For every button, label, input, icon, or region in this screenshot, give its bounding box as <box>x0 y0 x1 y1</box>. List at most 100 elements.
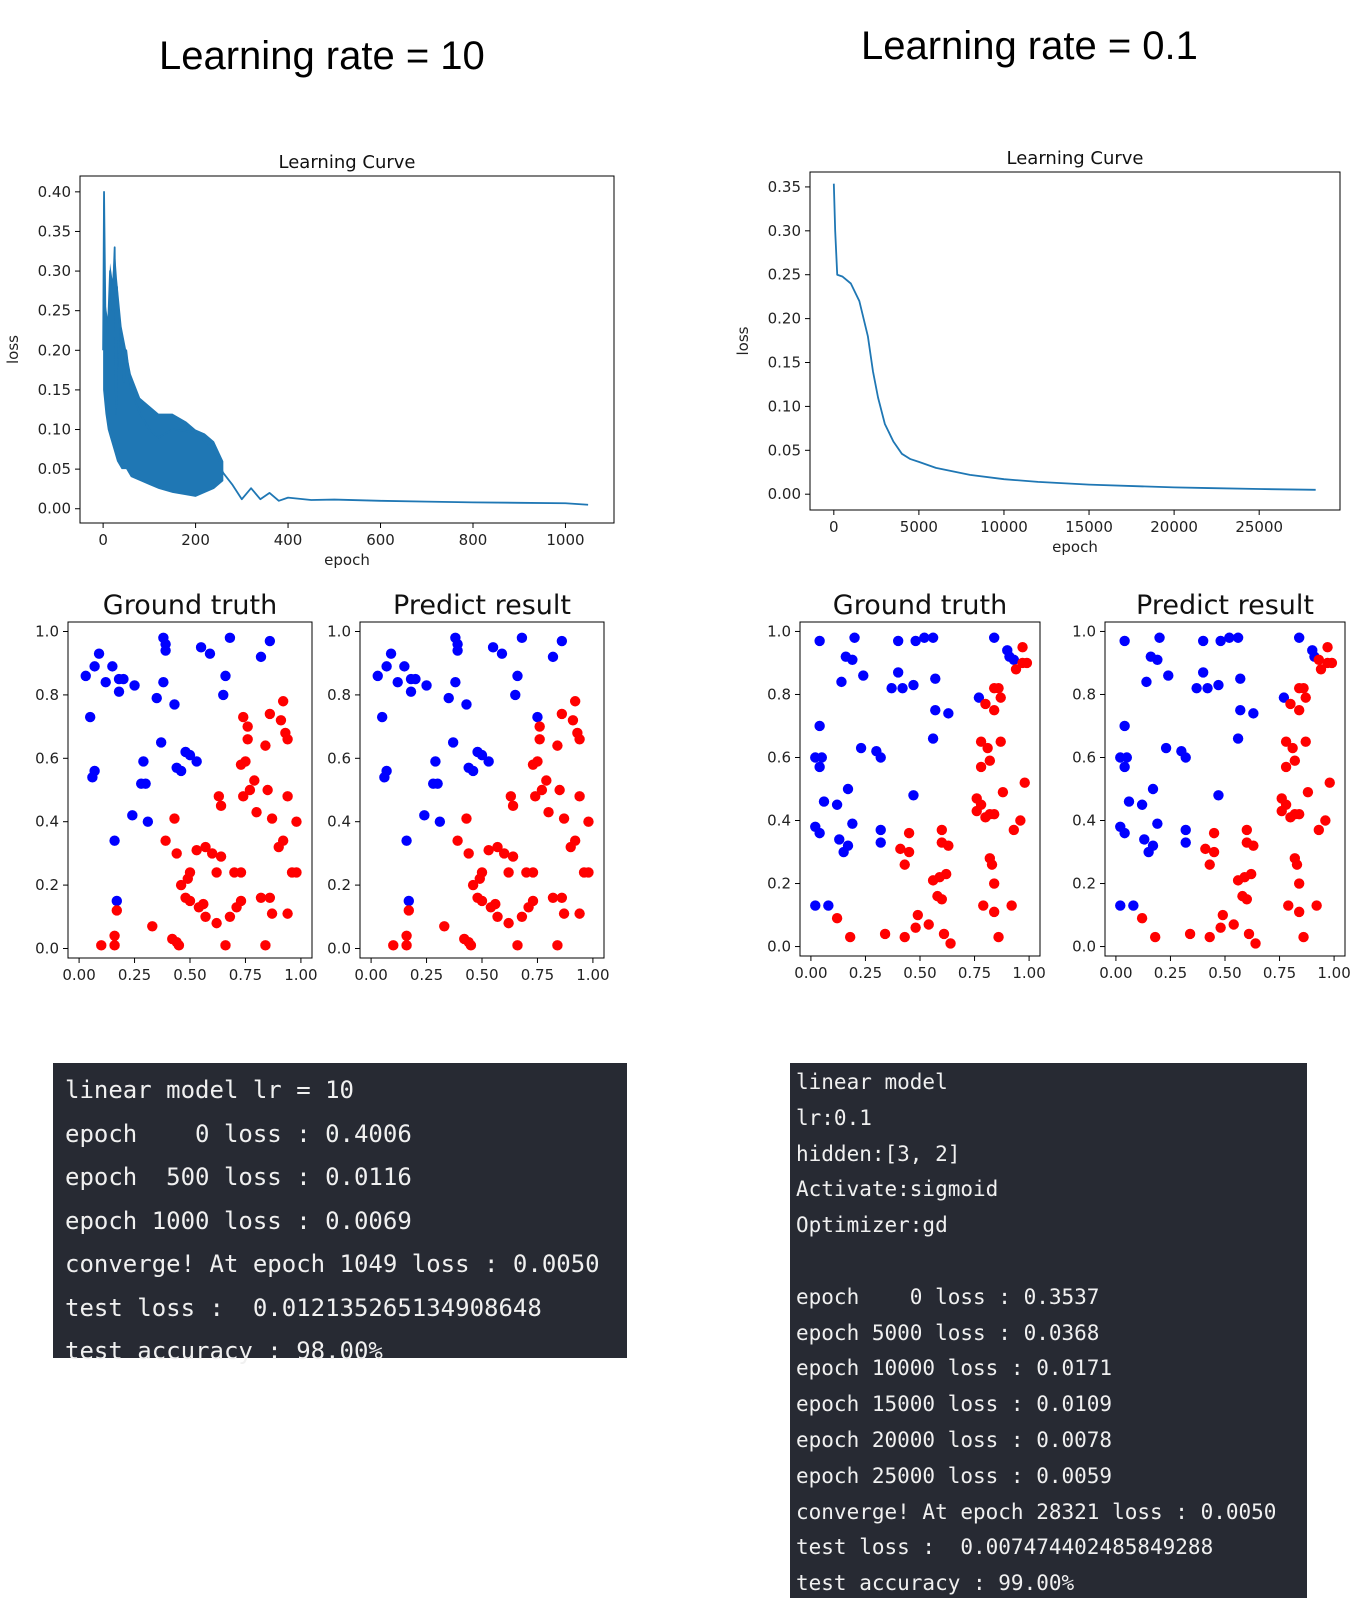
data-point-red <box>1289 755 1301 766</box>
y-tick-label: 1.0 <box>767 622 791 640</box>
data-point-red <box>534 721 545 732</box>
y-tick-label: 0.35 <box>768 178 801 196</box>
data-point-blue <box>1128 900 1139 911</box>
plot-frame <box>359 621 605 959</box>
data-point-blue <box>1143 846 1154 858</box>
data-point-blue <box>892 635 904 647</box>
data-point-red <box>938 928 950 940</box>
data-point-blue <box>1121 752 1133 763</box>
y-tick-label: 0.00 <box>768 485 801 503</box>
data-point-blue <box>1152 818 1163 829</box>
data-point-red <box>516 911 528 922</box>
plot-frame <box>67 621 313 959</box>
data-point-blue <box>107 661 118 672</box>
data-point-blue <box>372 670 383 682</box>
data-point-blue <box>875 837 886 848</box>
data-point-blue <box>140 778 151 789</box>
data-point-red <box>936 824 948 836</box>
data-point-blue <box>111 895 123 907</box>
data-point-red <box>986 859 998 870</box>
data-point-red <box>988 809 1000 820</box>
data-point-red <box>554 784 565 796</box>
data-point-blue <box>220 670 231 682</box>
y-tick-label: 0.8 <box>767 685 791 703</box>
data-point-blue <box>264 635 276 647</box>
data-point-blue <box>1180 837 1191 848</box>
data-point-blue <box>1163 670 1174 681</box>
data-point-blue <box>191 756 202 767</box>
data-point-blue <box>443 692 454 704</box>
data-point-red <box>1208 827 1220 839</box>
data-point-red <box>912 909 924 921</box>
data-point-red <box>147 921 158 932</box>
data-point-blue <box>834 834 845 845</box>
data-point-blue <box>385 648 397 659</box>
data-point-red <box>910 922 921 933</box>
data-point-red <box>899 859 910 870</box>
data-point-red <box>1320 815 1331 826</box>
x-tick-label: 0.75 <box>521 966 554 984</box>
data-point-blue <box>1119 720 1130 732</box>
y-tick-label: 1.0 <box>327 623 351 641</box>
data-point-blue <box>118 673 129 685</box>
y-tick-label: 0.6 <box>1072 748 1096 766</box>
y-tick-label: 0.8 <box>327 686 351 704</box>
data-point-blue <box>842 783 854 795</box>
data-point-red <box>993 931 1004 943</box>
terminal-line: Optimizer:gd <box>796 1213 948 1238</box>
data-point-blue <box>1232 632 1244 643</box>
data-point-red <box>503 867 514 878</box>
data-point-red <box>903 827 915 839</box>
data-point-red <box>1228 919 1239 930</box>
data-point-blue <box>1293 632 1305 643</box>
data-point-red <box>249 775 260 786</box>
data-point-red <box>975 799 987 810</box>
data-point-red <box>255 892 267 903</box>
y-tick-label: 1.0 <box>1072 622 1096 640</box>
x-tick-label: 0.25 <box>410 966 443 984</box>
data-point-red <box>1322 642 1333 653</box>
data-point-blue <box>943 708 954 719</box>
x-tick-label: 0.00 <box>62 966 95 984</box>
plot-frame <box>79 175 615 524</box>
terminal-line: lr:0.1 <box>796 1105 872 1130</box>
y-tick-label: 0.2 <box>1072 875 1096 893</box>
data-point-red <box>536 784 548 796</box>
data-point-blue <box>814 761 825 773</box>
data-point-blue <box>151 692 162 704</box>
data-point-red <box>1217 909 1229 921</box>
data-point-blue <box>1197 635 1209 647</box>
data-point-red <box>465 940 477 951</box>
x-tick-label: 0.75 <box>229 966 262 984</box>
data-point-red <box>1136 912 1148 924</box>
data-point-red <box>1008 824 1020 836</box>
x-tick-label: 0.25 <box>849 964 882 982</box>
data-point-red <box>211 917 222 929</box>
y-tick-label: 0.00 <box>38 500 71 518</box>
data-point-blue <box>255 651 267 663</box>
y-tick-label: 0.6 <box>767 748 791 766</box>
data-point-red <box>251 806 262 818</box>
data-point-red <box>1293 809 1305 820</box>
ground-truth-chart-right: 0.00 0.25 0.50 0.75 1.00 0.0 0.2 0.4 0.6 0.8 1.0 Gr… <box>767 590 1046 982</box>
data-point-red <box>264 708 276 720</box>
x-tick-label: 5000 <box>900 518 938 536</box>
data-point-red <box>1184 928 1196 940</box>
data-point-blue <box>1235 705 1246 716</box>
data-point-red <box>1241 824 1253 836</box>
x-tick-label: 0.00 <box>1099 964 1132 982</box>
data-point-red <box>1017 657 1028 669</box>
data-point-blue <box>1141 676 1152 688</box>
data-point-blue <box>89 661 100 672</box>
x-tick-label: 1.00 <box>284 966 317 984</box>
terminal-line: Activate:sigmoid <box>796 1177 999 1202</box>
data-point-red <box>476 867 488 878</box>
terminal-line: converge! At epoch 28321 loss : 0.0050 <box>796 1499 1277 1524</box>
data-point-red <box>923 919 934 930</box>
terminal-line: epoch 500 loss : 0.0116 <box>65 1163 412 1191</box>
data-point-blue <box>810 900 821 911</box>
data-point-red <box>291 816 302 827</box>
data-point-red <box>266 908 278 919</box>
data-point-blue <box>847 818 858 829</box>
terminal-line: epoch 1000 loss : 0.0069 <box>65 1206 412 1235</box>
